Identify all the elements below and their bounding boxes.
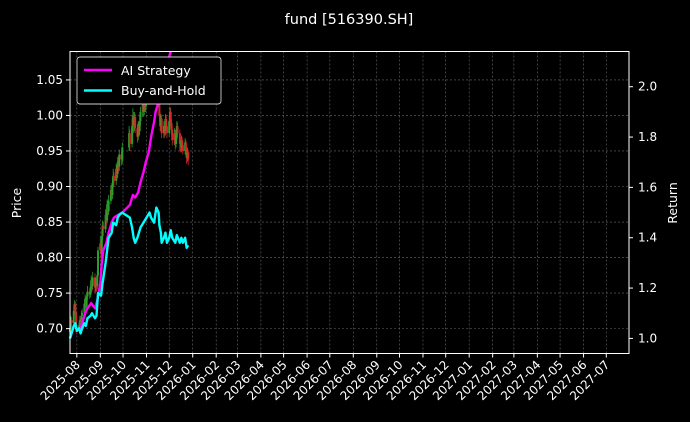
candle-body: [96, 275, 99, 286]
candle-body: [70, 320, 73, 323]
legend-label-ai-strategy: AI Strategy: [121, 63, 191, 78]
candle-body: [74, 303, 77, 313]
candle-body: [116, 161, 119, 174]
y2-tick-label: 1.8: [638, 130, 657, 144]
candle-body: [115, 168, 118, 181]
candle-body: [83, 303, 86, 313]
candle-body: [176, 126, 179, 134]
candle-body: [134, 116, 137, 129]
candle-body: [80, 315, 83, 323]
y2-tick-label: 1.4: [638, 231, 657, 245]
candle-body: [85, 296, 88, 306]
candle-body: [118, 154, 121, 167]
candle-body: [100, 236, 103, 255]
y-tick-label: 1.00: [36, 108, 63, 122]
y-axis-left: 0.70 0.75 0.80 0.85 0.90 0.95 1.00 1.05: [36, 73, 70, 336]
candlesticks: [69, 64, 190, 336]
candle-body: [168, 121, 171, 134]
y-axis-label: Price: [9, 187, 24, 218]
y2-tick-label: 2.0: [638, 80, 657, 94]
y-tick-label: 0.80: [36, 251, 63, 265]
candle-body: [131, 126, 134, 144]
candle-body: [102, 225, 105, 230]
y2-tick-label: 1.6: [638, 180, 657, 194]
legend-label-buy-and-hold: Buy-and-Hold: [121, 83, 206, 98]
candle-body: [139, 111, 142, 122]
candle-body: [112, 175, 115, 181]
y-tick-label: 0.90: [36, 180, 63, 194]
grid: [70, 51, 629, 354]
candle-body: [69, 320, 72, 329]
candle-body: [171, 129, 174, 141]
y-tick-label: 0.75: [36, 286, 63, 300]
candle-body: [89, 289, 92, 295]
candle-body: [165, 119, 168, 127]
y-tick-label: 1.05: [36, 73, 63, 87]
y-axis-right: 1.0 1.2 1.4 1.6 1.8 2.0: [629, 80, 657, 345]
candle-body: [101, 225, 104, 237]
y2-tick-label: 1.0: [638, 331, 657, 345]
candle-body: [111, 182, 114, 196]
candle-body: [86, 291, 89, 297]
candle-body: [91, 277, 94, 286]
candle-body: [170, 122, 173, 130]
candle-body: [97, 250, 100, 276]
candle-body: [178, 133, 181, 144]
candle-body: [104, 214, 107, 230]
candle-body: [181, 145, 184, 151]
y-tick-label: 0.95: [36, 144, 63, 158]
candle-body: [165, 126, 168, 134]
candle-body: [169, 111, 172, 123]
candle-body: [138, 121, 141, 132]
y-tick-label: 0.85: [36, 215, 63, 229]
candle-body: [158, 97, 161, 116]
series-line-buy-and-hold: [68, 206, 190, 339]
candle-body: [137, 126, 140, 137]
plot-frame: [69, 51, 630, 354]
candle-body: [175, 135, 178, 144]
candle-body: [106, 204, 109, 221]
candle-body: [72, 310, 75, 323]
legend: AI Strategy Buy-and-Hold: [76, 56, 222, 105]
candle-body: [187, 152, 190, 160]
chart-title: fund [516390.SH]: [285, 12, 414, 28]
y2-axis-label: Return: [665, 182, 680, 223]
candle-body: [109, 190, 112, 201]
candle-body: [121, 147, 124, 160]
y2-tick-label: 1.2: [638, 281, 657, 295]
candle-body: [128, 133, 131, 144]
candle-body: [107, 200, 110, 212]
candle-body: [75, 312, 78, 329]
y-tick-label: 0.70: [36, 322, 63, 336]
candle-body: [181, 140, 184, 146]
candle-body: [81, 312, 84, 316]
candle-body: [184, 142, 187, 150]
candle-body: [160, 119, 163, 134]
legend-box: [76, 56, 222, 105]
